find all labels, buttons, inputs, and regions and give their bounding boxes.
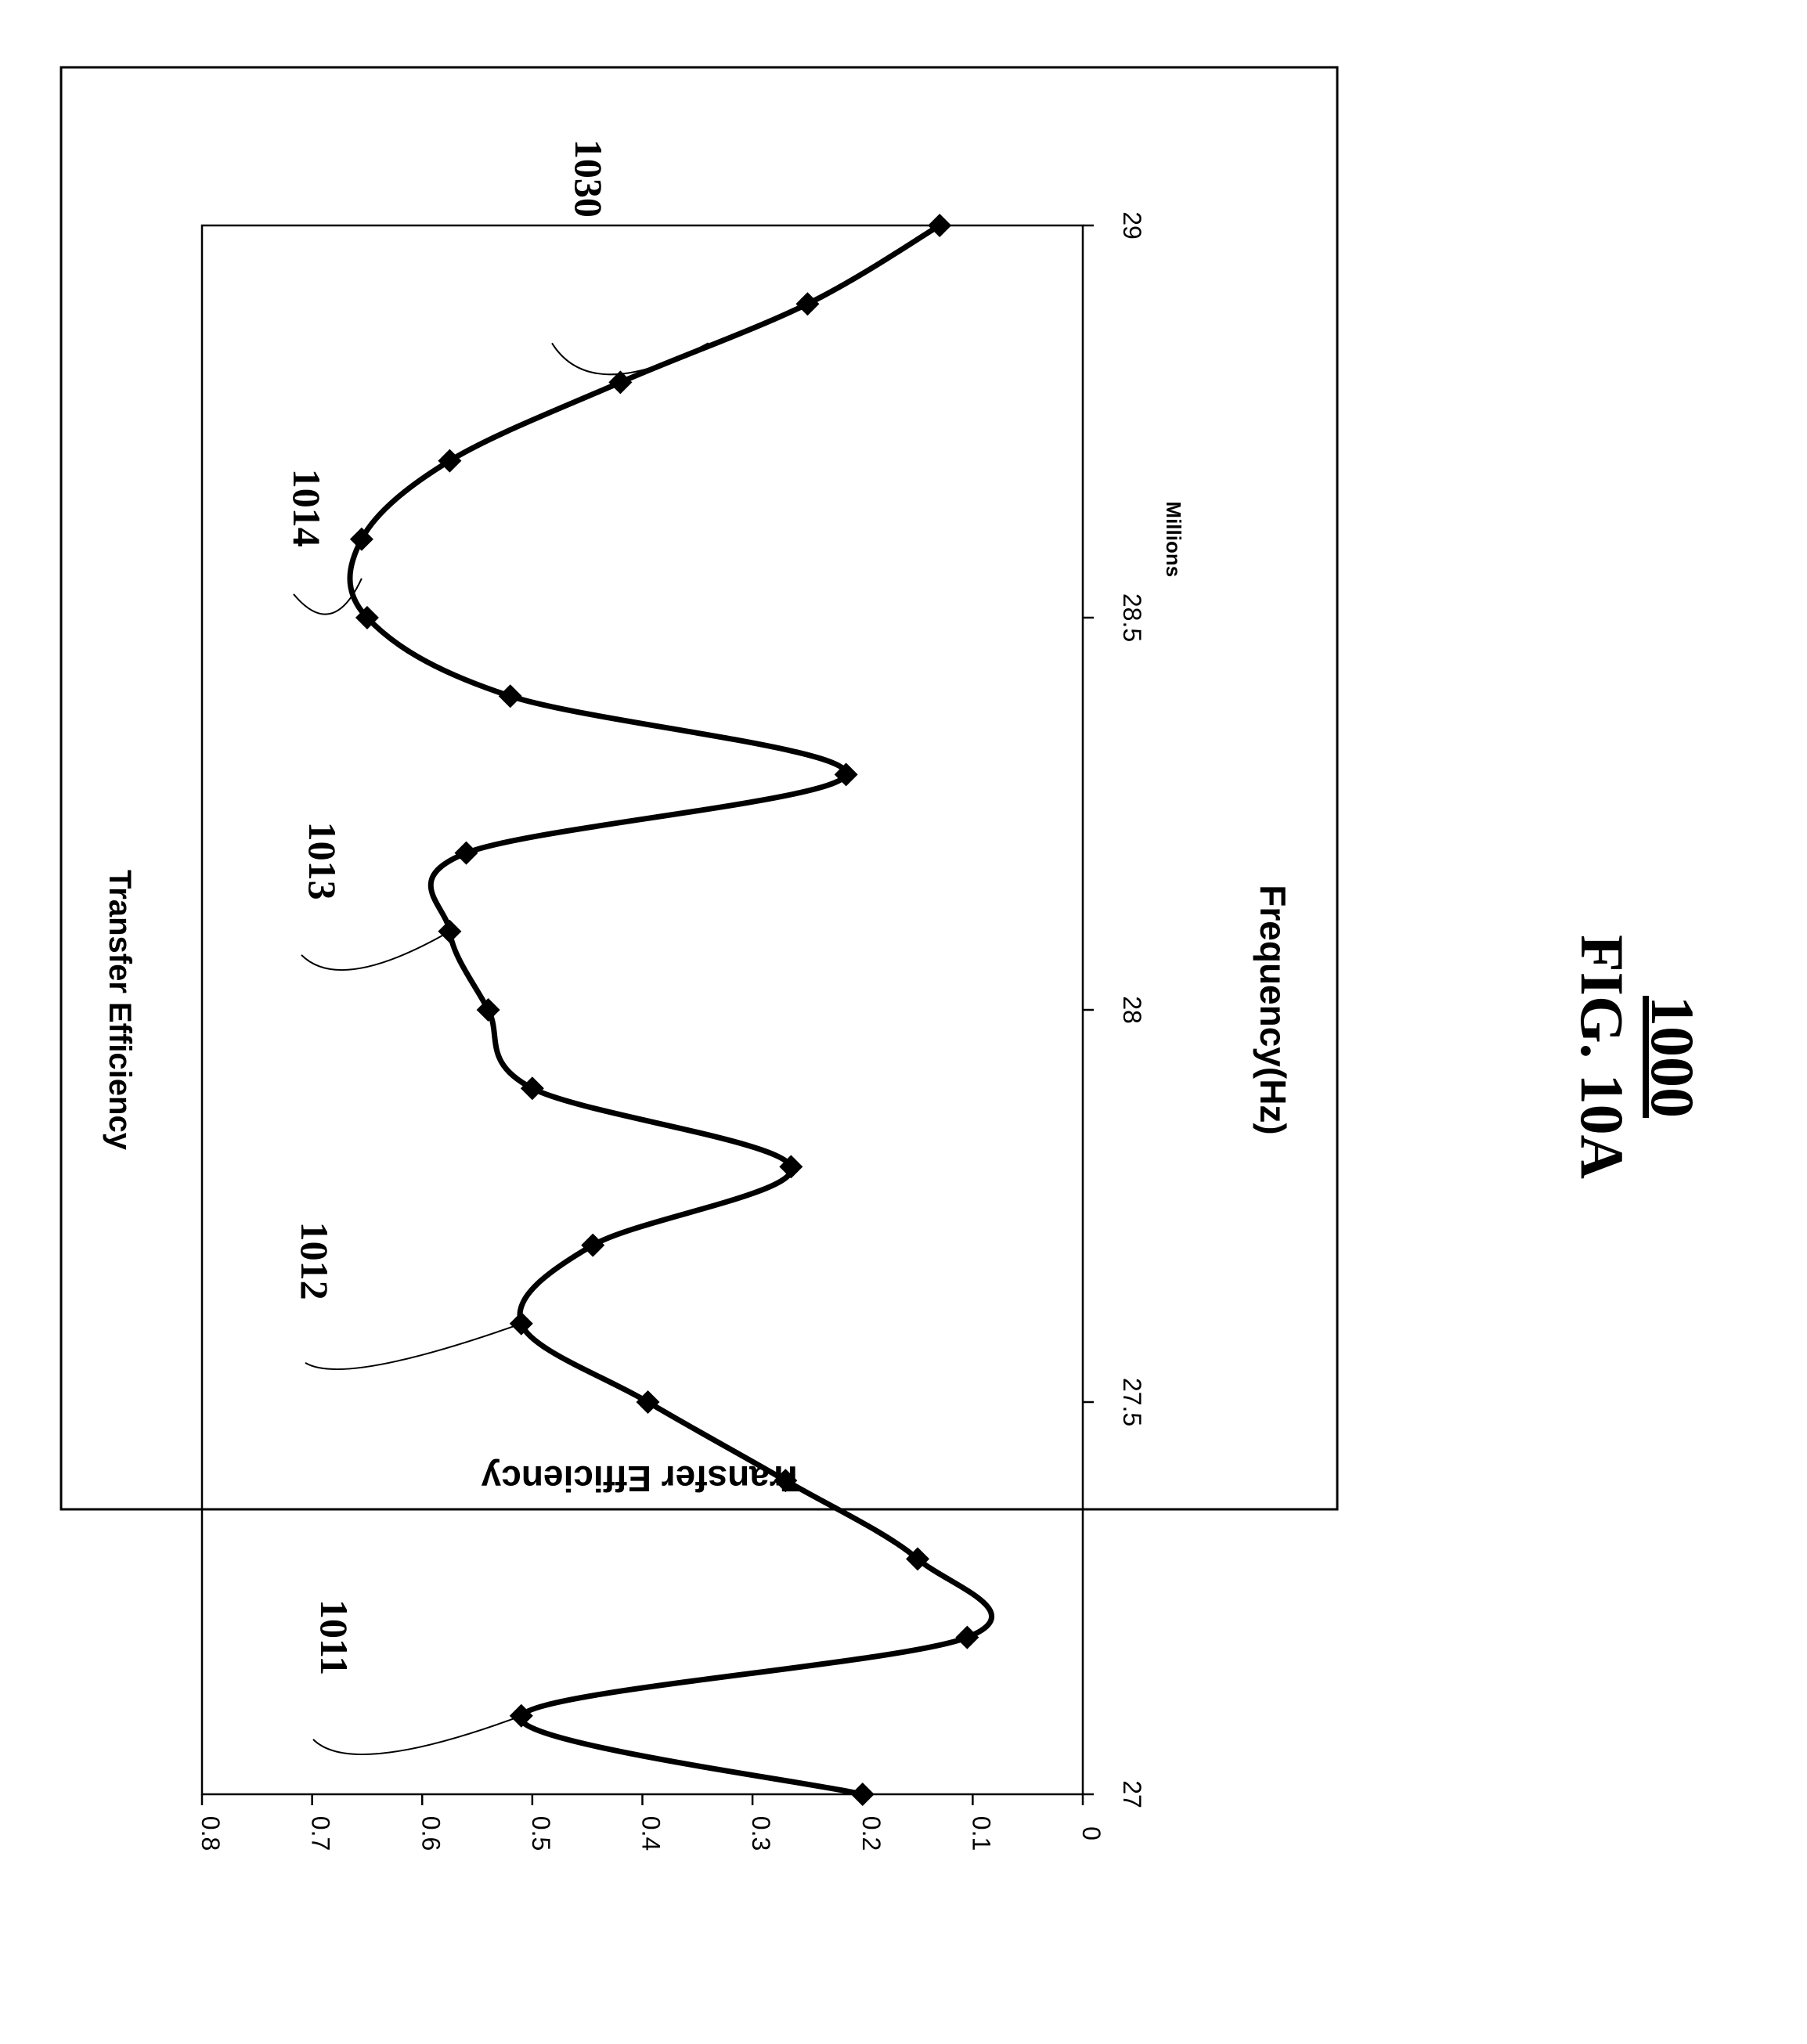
data-point-marker [851,1783,875,1806]
x-tick-label: 27 [1118,1780,1146,1808]
callout-label: 1014 [285,469,329,547]
data-point-marker [499,684,522,708]
data-point-marker [795,292,819,315]
data-point-marker [581,1234,604,1257]
y-tick-label: 0.2 [857,1816,885,1851]
data-markers [350,214,979,1806]
callout-label: 1012 [293,1222,337,1300]
y-axis-label: Transfer Efficiency [481,1458,803,1499]
data-point-marker [477,998,500,1022]
figure-label: FIG. 10A [1568,935,1636,1179]
callout-label: 1030 [567,139,611,218]
y-tick-label: 0.5 [527,1816,555,1851]
data-point-marker [521,1076,544,1100]
data-point-marker [637,1390,660,1414]
data-point-marker [955,1626,979,1649]
y-tick-label: 0.1 [967,1816,995,1851]
callout-leader-line [313,1716,521,1754]
figure-number: 1000 [1639,996,1707,1118]
x-tick-label: 28.5 [1118,593,1146,642]
x-axis-unit-label: Millions [1162,501,1185,577]
data-point-marker [438,920,461,943]
plot-area-frame [202,225,1083,1794]
callout-labels: 1011 1012 1013 1014 1030 [285,139,611,1675]
y-tick-label: 0.4 [637,1816,665,1851]
x-tick-label: 28 [1118,996,1146,1024]
callout-leader-line [301,932,449,970]
callout-leader-line [305,1324,521,1369]
y-tick-label: 0.3 [747,1816,775,1851]
y-tick-label: 0.6 [417,1816,445,1851]
data-point-marker [455,842,478,865]
callout-label: 1011 [312,1599,356,1675]
figure-border [61,67,1337,1509]
data-point-marker [350,528,373,551]
chart-title: Transfer Efficiency [103,870,137,1151]
y-tick-label: 0.7 [307,1816,335,1851]
x-tick-label: 27.5 [1118,1378,1146,1426]
callout-leader-line [552,343,709,374]
x-axis-label: Frequency(Hz) [1253,885,1293,1134]
y-tick-label: 0.8 [197,1816,225,1851]
y-tick-label: 0 [1077,1826,1105,1840]
callout-label: 1013 [301,822,344,900]
x-tick-label: 29 [1118,211,1146,240]
chart: 2727.52828.52900.10.20.30.40.50.60.70.8 … [103,139,1293,1851]
